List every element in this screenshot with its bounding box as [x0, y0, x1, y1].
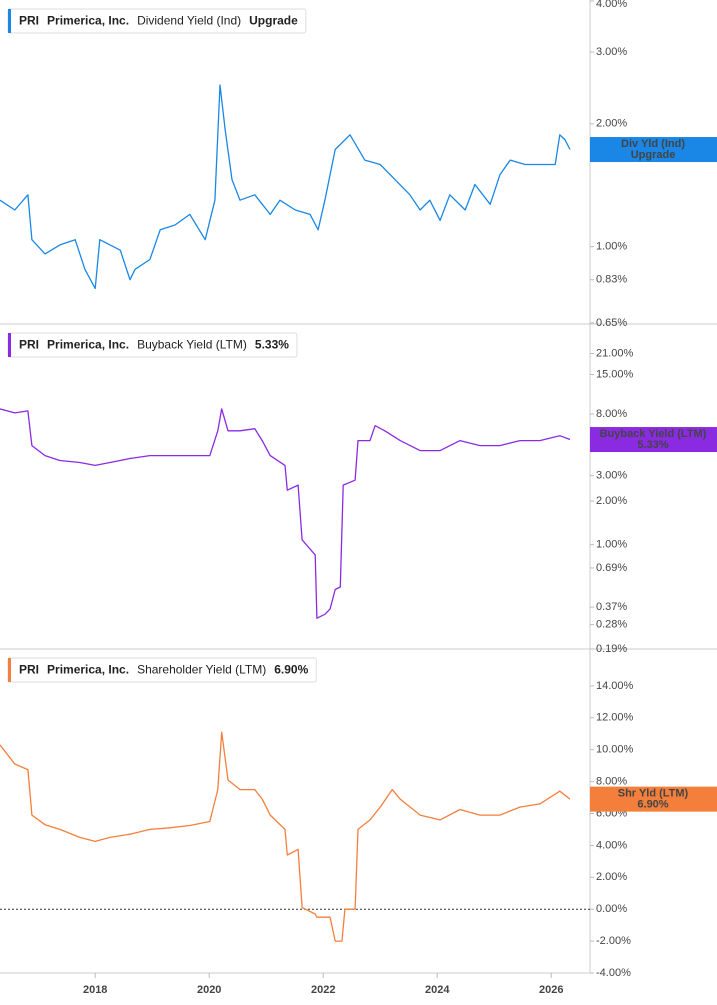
x-tick-label: 2024	[425, 984, 450, 996]
legend-text: PRI	[19, 338, 39, 352]
legend-swatch	[8, 333, 11, 357]
y-tick-label: 1.00%	[596, 241, 627, 253]
y-tick-label: 2.00%	[596, 495, 627, 507]
legend-text: Primerica, Inc.	[47, 14, 129, 28]
y-tick-label: 3.00%	[596, 46, 627, 58]
badge-value: Upgrade	[631, 149, 676, 161]
legend-swatch	[8, 9, 11, 33]
y-tick-label: -4.00%	[596, 967, 631, 979]
x-tick-label: 2022	[311, 984, 335, 996]
y-tick-label: 3.00%	[596, 470, 627, 482]
legend-text: 6.90%	[274, 663, 308, 677]
y-tick-label: 12.00%	[596, 712, 634, 724]
y-tick-label: 8.00%	[596, 408, 627, 420]
legend: PRI Primerica, Inc. Dividend Yield (Ind) Up…	[7, 8, 307, 34]
y-tick-label: 1.00%	[596, 539, 627, 551]
value-badge	[590, 427, 717, 453]
y-tick-label: 14.00%	[596, 680, 634, 692]
x-tick-label: 2026	[539, 984, 563, 996]
x-tick-label: 2020	[197, 984, 221, 996]
legend-text: PRI	[19, 14, 39, 28]
y-tick-label: 8.00%	[596, 775, 627, 787]
legend-text: Upgrade	[249, 14, 298, 28]
value-badge	[590, 137, 717, 163]
y-tick-label: 0.00%	[596, 903, 627, 915]
x-tick-label: 2018	[83, 984, 107, 996]
y-tick-label: 4.00%	[596, 0, 627, 10]
y-tick-label: 2.00%	[596, 118, 627, 130]
legend-text: Buyback Yield (LTM)	[137, 338, 247, 352]
legend-text: Dividend Yield (Ind)	[137, 14, 241, 28]
legend: PRI Primerica, Inc. Buyback Yield (LTM) 5.3…	[7, 332, 298, 358]
series-line	[0, 84, 571, 290]
badge-label: Shr Yld (LTM)	[618, 788, 689, 800]
y-tick-label: 4.00%	[596, 839, 627, 851]
badge-label: Div Yld (Ind)	[621, 138, 685, 150]
value-badge	[590, 786, 717, 812]
badge-label: Buyback Yield (LTM)	[600, 428, 707, 440]
badge-value: 6.90%	[637, 799, 668, 811]
y-tick-label: 2.00%	[596, 871, 627, 883]
y-tick-label: 0.37%	[596, 601, 627, 613]
y-tick-label: 10.00%	[596, 744, 634, 756]
legend-text: Primerica, Inc.	[47, 663, 129, 677]
series-line	[0, 731, 571, 942]
badge-value: 5.33%	[637, 439, 668, 451]
y-tick-label: 21.00%	[596, 347, 634, 359]
legend-swatch	[8, 658, 11, 682]
legend-text: Primerica, Inc.	[47, 338, 129, 352]
y-tick-label: 0.28%	[596, 619, 627, 631]
series-line	[0, 408, 571, 619]
y-tick-label: 0.65%	[596, 317, 627, 329]
legend-text: 5.33%	[255, 338, 289, 352]
y-tick-label: -2.00%	[596, 935, 631, 947]
legend-text: Shareholder Yield (LTM)	[137, 663, 266, 677]
y-tick-label: 15.00%	[596, 368, 634, 380]
y-tick-label: 0.69%	[596, 562, 627, 574]
y-tick-label: 0.19%	[596, 643, 627, 655]
y-tick-label: 0.83%	[596, 274, 627, 286]
legend-text: PRI	[19, 663, 39, 677]
legend: PRI Primerica, Inc. Shareholder Yield (LTM…	[7, 657, 317, 683]
